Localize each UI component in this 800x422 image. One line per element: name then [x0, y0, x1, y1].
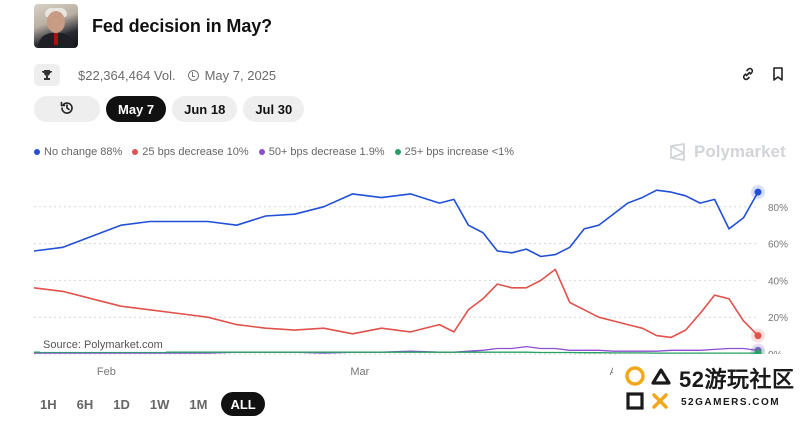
legend-item-25-decrease: 25 bps decrease 10%	[132, 146, 249, 158]
link-icon[interactable]	[740, 66, 756, 82]
market-header: Fed decision in May?	[34, 4, 272, 48]
y-tick-label: 60%	[768, 240, 788, 251]
source-label: Source: Polymarket.com	[40, 338, 166, 352]
site-watermark: 52游玩社区 52GAMERS.COM	[613, 354, 800, 422]
series-line-50-bps-decrease	[34, 345, 759, 354]
volume-text: $22,364,464 Vol.	[78, 67, 176, 83]
clock-icon	[187, 69, 199, 81]
series-end-point	[754, 188, 762, 196]
history-icon	[59, 100, 75, 119]
series-line-no-change	[33, 189, 759, 258]
polymarket-logo: Polymarket	[668, 142, 786, 162]
range-1w[interactable]: 1W	[149, 396, 170, 412]
y-tick-label: 80%	[768, 203, 788, 214]
tab-jun-18[interactable]: Jun 18	[172, 96, 238, 122]
price-chart[interactable]: 80%60%40%20%0% FebMarA	[0, 170, 800, 385]
series-line-25-bps-increase	[34, 351, 758, 354]
top-actions	[740, 66, 786, 82]
x-axis: FebMarA	[97, 366, 618, 378]
tab-history[interactable]	[34, 96, 100, 122]
range-1d[interactable]: 1D	[113, 396, 130, 412]
legend-item-25-increase: 25+ bps increase <1%	[394, 146, 515, 158]
date-tabs: May 7 Jun 18 Jul 30	[34, 96, 305, 122]
brand-text: Polymarket	[694, 142, 786, 161]
x-tick-label: Feb	[97, 366, 116, 378]
range-1h[interactable]: 1H	[40, 396, 57, 412]
y-axis: 80%60%40%20%0%	[768, 203, 788, 361]
tab-may-7[interactable]: May 7	[106, 96, 167, 122]
range-1m[interactable]: 1M	[189, 396, 208, 412]
x-tick-label: Mar	[350, 366, 369, 378]
market-meta: $22,364,464 Vol. May 7, 2025	[34, 63, 276, 87]
watermark-logo	[625, 366, 671, 410]
y-tick-label: 20%	[768, 313, 788, 324]
tab-jul-30[interactable]: Jul 30	[243, 96, 305, 122]
chart-series	[33, 185, 765, 361]
legend-label: 50+ bps decrease 1.9%	[268, 146, 385, 158]
chart-legend: No change 88% 25 bps decrease 10% 50+ bp…	[34, 146, 514, 158]
avatar	[34, 4, 78, 48]
legend-item-50-decrease: 50+ bps decrease 1.9%	[258, 146, 385, 158]
end-date-text: May 7, 2025	[204, 67, 277, 83]
y-tick-label: 40%	[768, 276, 788, 287]
legend-label: 25 bps decrease 10%	[142, 146, 249, 158]
range-all[interactable]: ALL	[221, 392, 265, 416]
range-6h[interactable]: 6H	[76, 396, 94, 412]
legend-label: No change 88%	[44, 146, 123, 158]
watermark-title: 52游玩社区	[679, 367, 795, 392]
series-line-25-bps-decrease	[33, 268, 759, 339]
time-range-selector: 1H 6H 1D 1W 1M ALL	[34, 392, 265, 416]
legend-label: 25+ bps increase <1%	[404, 146, 515, 158]
legend-item-no-change: No change 88%	[34, 146, 122, 158]
bookmark-icon[interactable]	[770, 66, 786, 82]
page-title: Fed decision in May?	[92, 15, 273, 36]
trophy-icon[interactable]	[34, 64, 60, 86]
series-end-point	[754, 332, 762, 340]
chart-grid	[34, 206, 758, 355]
watermark-url: 52GAMERS.COM	[681, 397, 781, 408]
